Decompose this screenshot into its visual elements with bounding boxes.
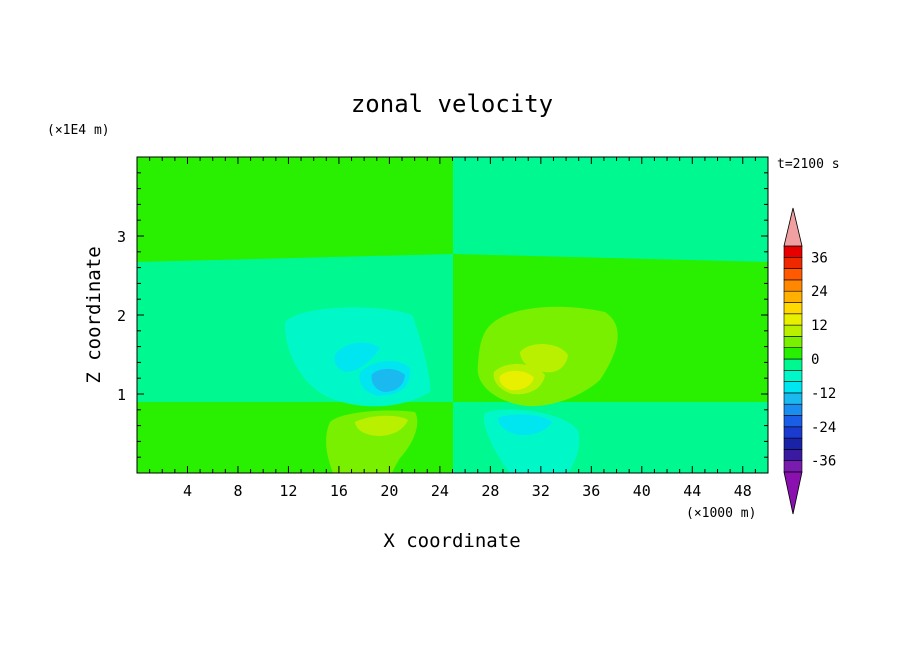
colorbar: [783, 207, 803, 515]
colorbar-segment: [783, 392, 803, 405]
colorbar-segment: [783, 290, 803, 303]
chart-title: zonal velocity: [351, 90, 553, 118]
region-bottom-right-inner: [498, 414, 552, 436]
colorbar-segment: [783, 437, 803, 450]
colorbar-tick-label: 36: [811, 250, 828, 266]
y-axis-label: Z coordinate: [83, 246, 105, 383]
x-tick-label: 44: [683, 482, 701, 500]
colorbar-segment: [783, 381, 803, 394]
colorbar-ticks: 36 24 12 0 -12 -24 -36: [811, 250, 836, 469]
colorbar-segment: [783, 245, 803, 258]
x-tick-label: 48: [734, 482, 752, 500]
colorbar-segment: [783, 426, 803, 439]
colorbar-segment: [783, 415, 803, 428]
colorbar-segment: [783, 279, 803, 292]
colorbar-tick-label: 24: [811, 284, 828, 300]
colorbar-segment: [783, 449, 803, 461]
x-tick-label: 8: [233, 482, 242, 500]
x-axis-label: X coordinate: [383, 530, 520, 552]
region-upper-right: [453, 157, 768, 263]
colorbar-tick-label: -24: [811, 420, 836, 436]
colorbar-over-triangle: [783, 207, 803, 247]
region-blob-right-core: [499, 370, 534, 391]
colorbar-segment: [783, 460, 803, 473]
colorbar-under-triangle: [783, 471, 803, 515]
y-tick-label: 2: [117, 307, 126, 325]
x-tick-label: 36: [582, 482, 600, 500]
y-axis: 1 2 3: [117, 172, 768, 458]
x-tick-label: 16: [330, 482, 348, 500]
y-axis-unit: (×1E4 m): [47, 123, 110, 138]
y-tick-label: 3: [117, 228, 126, 246]
colorbar-segment: [783, 256, 803, 269]
plot-field: [137, 157, 768, 473]
colorbar-segment: [783, 358, 803, 371]
x-tick-label: 40: [633, 482, 651, 500]
x-tick-label: 32: [532, 482, 550, 500]
region-blob-left-core: [371, 368, 405, 392]
colorbar-segment: [783, 369, 803, 382]
y-tick-label: 1: [117, 386, 126, 404]
colorbar-segment: [783, 336, 803, 348]
colorbar-tick-label: -36: [811, 454, 836, 470]
region-bottom-left-inner: [355, 415, 408, 436]
x-axis-unit: (×1000 m): [686, 506, 756, 521]
x-tick-label: 20: [380, 482, 398, 500]
colorbar-segment: [783, 403, 803, 416]
colorbar-tick-label: 12: [811, 318, 828, 334]
x-tick-label: 12: [279, 482, 297, 500]
x-tick-label: 28: [481, 482, 499, 500]
colorbar-segment: [783, 347, 803, 360]
time-label: t=2100 s: [777, 157, 840, 172]
colorbar-segment: [783, 324, 803, 337]
colorbar-tick-label: -12: [811, 386, 836, 402]
colorbar-segment: [783, 302, 803, 315]
region-upper-left: [137, 157, 453, 263]
colorbar-segment: [783, 268, 803, 281]
colorbar-tick-label: 0: [811, 352, 819, 368]
x-tick-label: 4: [183, 482, 192, 500]
x-tick-label: 24: [431, 482, 449, 500]
colorbar-segment: [783, 313, 803, 326]
x-axis: 4 8 12 16 20 24 28 32 36 40 44 48: [149, 157, 756, 500]
